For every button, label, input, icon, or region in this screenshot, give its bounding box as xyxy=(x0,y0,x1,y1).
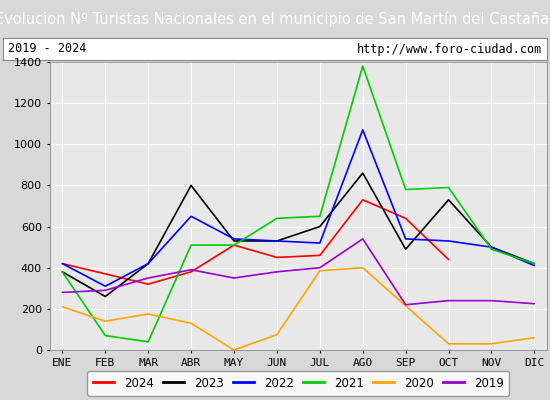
Text: http://www.foro-ciudad.com: http://www.foro-ciudad.com xyxy=(356,42,542,56)
Text: 2019 - 2024: 2019 - 2024 xyxy=(8,42,86,56)
Legend: 2024, 2023, 2022, 2021, 2020, 2019: 2024, 2023, 2022, 2021, 2020, 2019 xyxy=(87,371,509,396)
Text: Evolucion Nº Turistas Nacionales en el municipio de San Martín del Castañar: Evolucion Nº Turistas Nacionales en el m… xyxy=(0,11,550,27)
